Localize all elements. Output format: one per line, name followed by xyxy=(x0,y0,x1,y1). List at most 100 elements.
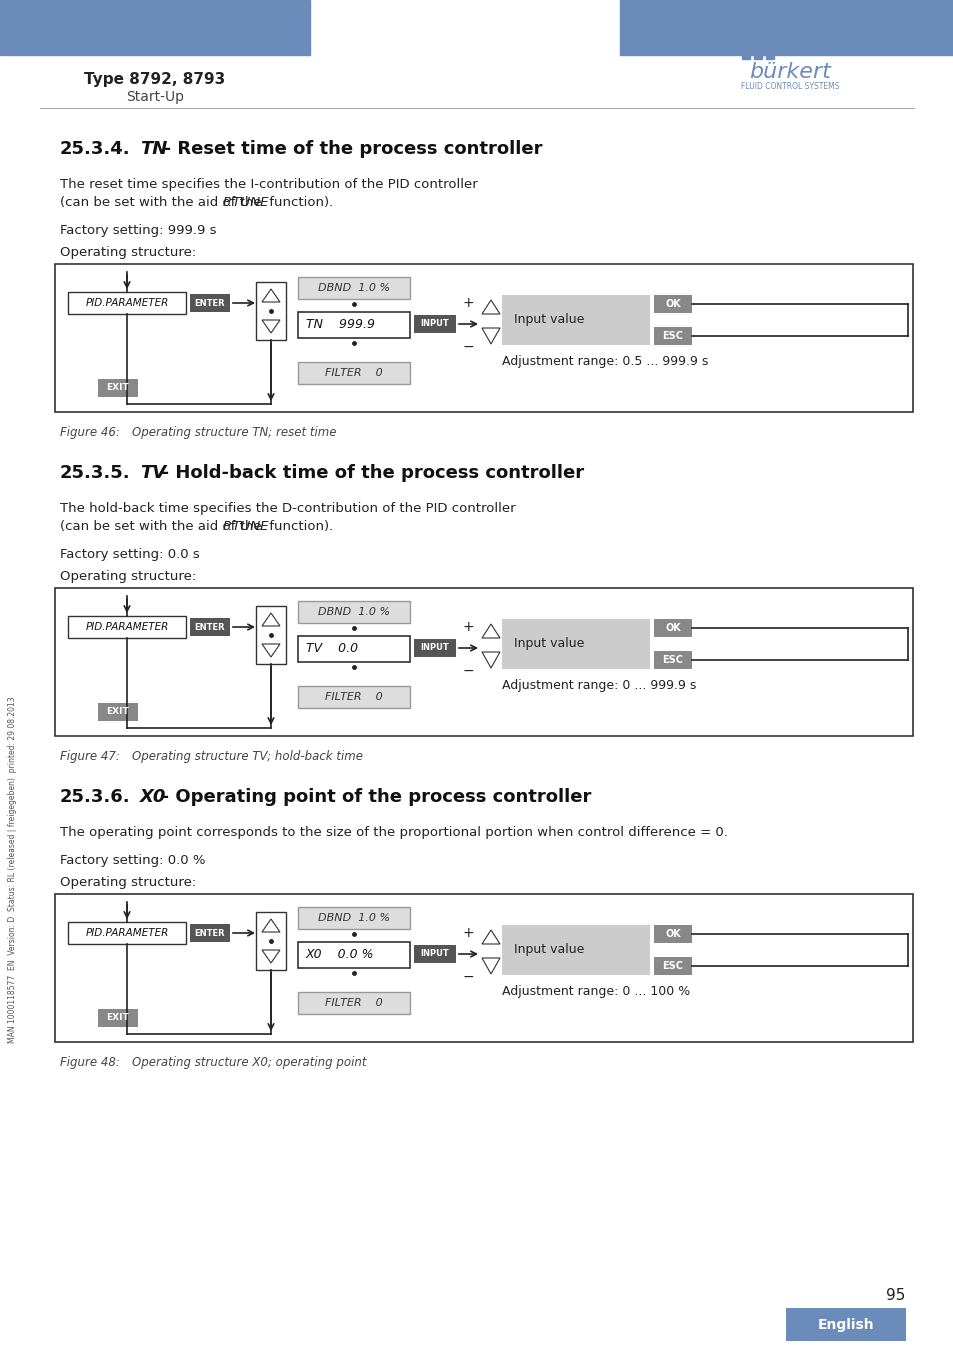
Text: TN: TN xyxy=(140,140,167,158)
Polygon shape xyxy=(481,652,499,668)
Bar xyxy=(297,277,410,298)
Polygon shape xyxy=(262,644,280,657)
Text: +: + xyxy=(461,620,474,634)
Text: −: − xyxy=(461,664,474,678)
Text: Operating structure X0; operating point: Operating structure X0; operating point xyxy=(132,1056,366,1069)
Bar xyxy=(98,379,138,397)
Bar xyxy=(68,922,186,944)
Text: ENTER: ENTER xyxy=(194,622,225,632)
Text: X0: X0 xyxy=(140,788,166,806)
Bar xyxy=(55,894,912,1042)
Text: EXIT: EXIT xyxy=(107,383,130,393)
Text: −: − xyxy=(461,340,474,354)
Polygon shape xyxy=(262,289,280,302)
Bar xyxy=(297,312,410,338)
Bar xyxy=(297,362,410,383)
Bar xyxy=(785,1308,905,1341)
Text: DBND  1.0 %: DBND 1.0 % xyxy=(317,284,390,293)
Text: DBND  1.0 %: DBND 1.0 % xyxy=(317,913,390,923)
Text: TV: TV xyxy=(140,464,166,482)
Bar xyxy=(255,606,286,664)
Text: Operating structure TV; hold-back time: Operating structure TV; hold-back time xyxy=(132,751,363,763)
Text: +: + xyxy=(461,926,474,940)
Text: INPUT: INPUT xyxy=(420,949,449,958)
Text: Input value: Input value xyxy=(514,944,584,957)
Text: TV    0.0: TV 0.0 xyxy=(306,643,357,656)
Text: MAN 1000118577  EN  Version: D  Status: RL (released | freigegeben)  printed: 29: MAN 1000118577 EN Version: D Status: RL … xyxy=(9,697,17,1044)
Bar xyxy=(68,292,186,315)
Bar xyxy=(765,55,773,59)
Text: TN    999.9: TN 999.9 xyxy=(306,319,375,332)
Bar xyxy=(741,55,749,59)
Polygon shape xyxy=(481,958,499,973)
Bar xyxy=(297,636,410,661)
Text: ESC: ESC xyxy=(661,655,682,666)
Text: EXIT: EXIT xyxy=(107,1014,130,1022)
Bar xyxy=(654,296,691,313)
Bar xyxy=(297,601,410,622)
Bar xyxy=(190,294,230,312)
Text: Operating structure:: Operating structure: xyxy=(60,246,196,259)
Text: – Reset time of the process controller: – Reset time of the process controller xyxy=(162,140,542,158)
Bar xyxy=(654,925,691,944)
Bar xyxy=(654,957,691,975)
Polygon shape xyxy=(262,919,280,931)
Text: Factory setting: 999.9 s: Factory setting: 999.9 s xyxy=(60,224,216,238)
Text: OK: OK xyxy=(664,622,680,633)
Text: English: English xyxy=(817,1318,873,1331)
Bar xyxy=(414,315,456,333)
Text: ENTER: ENTER xyxy=(194,929,225,937)
Text: bürkert: bürkert xyxy=(748,62,830,82)
Bar xyxy=(55,265,912,412)
Bar xyxy=(55,589,912,736)
Bar xyxy=(753,55,761,59)
Text: Figure 47:: Figure 47: xyxy=(60,751,120,763)
Text: Operating structure:: Operating structure: xyxy=(60,570,196,583)
Text: Operating structure TN; reset time: Operating structure TN; reset time xyxy=(132,427,336,439)
Bar xyxy=(0,0,310,55)
Text: Figure 46:: Figure 46: xyxy=(60,427,120,439)
Text: Factory setting: 0.0 s: Factory setting: 0.0 s xyxy=(60,548,199,562)
Text: Adjustment range: 0 ... 100 %: Adjustment range: 0 ... 100 % xyxy=(501,986,690,998)
Text: FLUID CONTROL SYSTEMS: FLUID CONTROL SYSTEMS xyxy=(740,82,839,90)
Text: ENTER: ENTER xyxy=(194,298,225,308)
Text: P.TUNE: P.TUNE xyxy=(223,520,269,533)
Bar xyxy=(501,296,649,346)
Bar xyxy=(255,282,286,340)
Text: Factory setting: 0.0 %: Factory setting: 0.0 % xyxy=(60,855,205,867)
Text: Adjustment range: 0 ... 999.9 s: Adjustment range: 0 ... 999.9 s xyxy=(501,679,696,693)
Polygon shape xyxy=(481,328,499,344)
Text: The reset time specifies the I-contribution of the PID controller: The reset time specifies the I-contribut… xyxy=(60,178,477,190)
Text: function).: function). xyxy=(265,196,333,209)
Text: Input value: Input value xyxy=(514,637,584,651)
Bar xyxy=(654,327,691,346)
Text: Input value: Input value xyxy=(514,313,584,327)
Bar xyxy=(501,620,649,670)
Text: ESC: ESC xyxy=(661,331,682,342)
Text: – Hold-back time of the process controller: – Hold-back time of the process controll… xyxy=(160,464,583,482)
Bar xyxy=(414,945,456,963)
Text: Figure 48:: Figure 48: xyxy=(60,1056,120,1069)
Bar xyxy=(190,923,230,942)
Bar xyxy=(297,686,410,707)
Bar xyxy=(414,639,456,657)
Text: P.TUNE: P.TUNE xyxy=(223,196,269,209)
Text: PID.PARAMETER: PID.PARAMETER xyxy=(85,927,169,938)
Bar xyxy=(190,618,230,636)
Bar xyxy=(297,907,410,929)
Polygon shape xyxy=(481,624,499,639)
Text: Type 8792, 8793: Type 8792, 8793 xyxy=(84,72,226,86)
Text: INPUT: INPUT xyxy=(420,320,449,328)
Text: ESC: ESC xyxy=(661,961,682,971)
Text: INPUT: INPUT xyxy=(420,644,449,652)
Bar xyxy=(255,913,286,971)
Text: PID.PARAMETER: PID.PARAMETER xyxy=(85,622,169,632)
Text: −: − xyxy=(461,971,474,984)
Polygon shape xyxy=(262,950,280,963)
Bar xyxy=(98,703,138,721)
Text: FILTER    0: FILTER 0 xyxy=(325,369,382,378)
Text: (can be set with the aid of the: (can be set with the aid of the xyxy=(60,520,266,533)
Bar xyxy=(654,651,691,670)
Text: 25.3.4.: 25.3.4. xyxy=(60,140,131,158)
Polygon shape xyxy=(262,320,280,333)
